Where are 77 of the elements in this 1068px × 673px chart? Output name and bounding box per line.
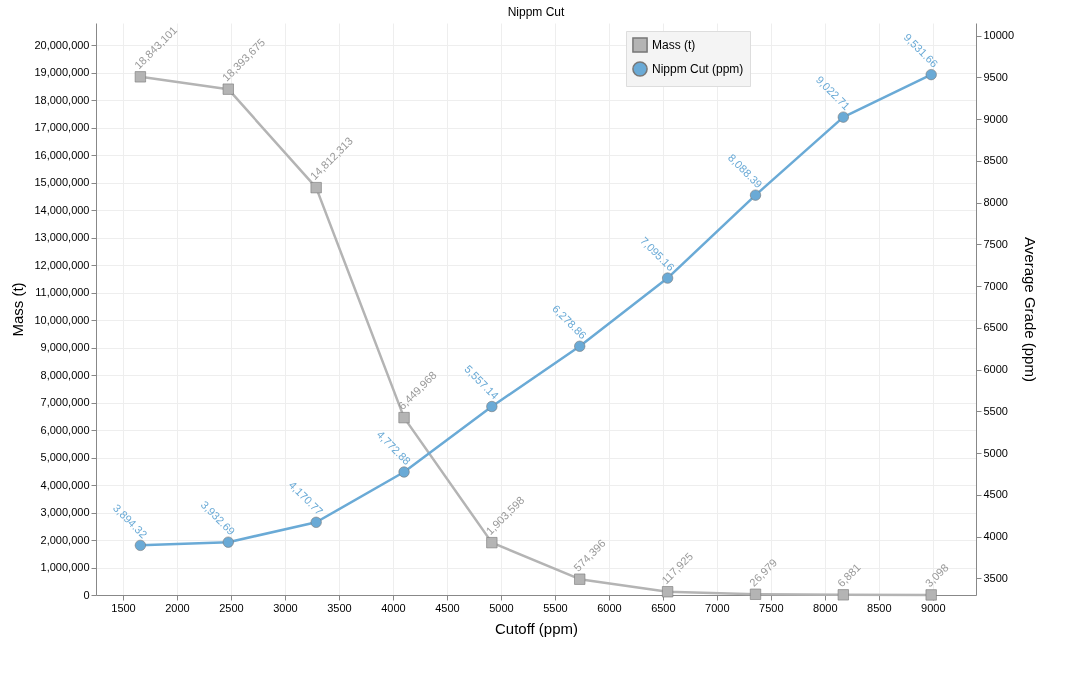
point	[398, 466, 410, 478]
x-tick-label: 5500	[543, 601, 568, 614]
x-axis-title: Cutoff (ppm)	[494, 619, 579, 637]
point	[310, 516, 322, 528]
y-tick-label: 16,000,000	[34, 148, 90, 161]
y2-tick-label: 6500	[983, 321, 1008, 334]
x-tick-label: 6000	[597, 601, 622, 614]
y-tick-label: 1,000,000	[40, 561, 90, 573]
x-tick-label: 2500	[219, 601, 244, 614]
chart-title: Nippm Cut	[507, 5, 566, 19]
y-tick-label: 8,000,000	[40, 368, 90, 381]
y-tick-label: 4,000,000	[40, 478, 90, 491]
point	[134, 71, 146, 83]
y-tick-label: 10,000,000	[34, 313, 90, 326]
x-tick-label: 7000	[705, 601, 730, 614]
x-tick-label: 3500	[327, 601, 352, 614]
point	[486, 537, 498, 549]
y2-tick-label: 7500	[983, 237, 1008, 250]
y-tick-label: 15,000,000	[34, 176, 90, 188]
point	[749, 189, 762, 201]
y-tick-label: 6,000,000	[40, 423, 90, 436]
y2-tick-label: 8000	[983, 196, 1008, 209]
x-tick-label: 7500	[759, 601, 784, 614]
point	[486, 400, 498, 413]
point	[398, 412, 410, 424]
point	[222, 83, 234, 95]
point	[222, 536, 234, 548]
point	[662, 586, 674, 598]
legend-label: Nippm Cut (ppm)	[652, 62, 744, 76]
y-tick-label: 19,000,000	[34, 66, 90, 78]
y-tick-label: 5,000,000	[40, 451, 90, 463]
point	[837, 589, 849, 601]
y-tick-label: 3,000,000	[40, 506, 90, 518]
y-tick-label: 2,000,000	[40, 533, 90, 546]
point	[925, 69, 937, 81]
point	[662, 272, 674, 284]
point	[749, 588, 762, 600]
y-tick-label: 17,000,000	[34, 121, 90, 133]
y2-tick-label: 5000	[983, 446, 1008, 459]
x-tick-label: 4000	[381, 601, 406, 614]
x-tick-label: 9000	[921, 601, 946, 614]
point	[574, 573, 586, 585]
y-tick-label: 20,000,000	[34, 38, 90, 51]
y2-axis-title: Average Grade (ppm)	[1022, 237, 1040, 382]
y-tick-label: 9,000,000	[40, 341, 90, 353]
x-tick-label: 1500	[111, 601, 136, 614]
legend-label: Mass (t)	[652, 38, 696, 52]
point	[574, 340, 586, 352]
y2-tick-label: 3500	[983, 571, 1008, 584]
point	[310, 182, 322, 194]
y-tick-label: 18,000,000	[34, 93, 90, 106]
y2-tick-label: 9500	[983, 70, 1008, 83]
y2-tick-label: 9000	[983, 112, 1008, 125]
x-tick-label: 8500	[867, 601, 892, 614]
x-tick-label: 3000	[273, 601, 298, 614]
x-tick-label: 5000	[489, 601, 514, 614]
y2-tick-label: 10000	[983, 29, 1015, 42]
x-tick-label: 6500	[651, 601, 676, 614]
y2-tick-label: 7000	[983, 279, 1008, 292]
point	[925, 589, 937, 601]
x-tick-label: 4500	[435, 601, 460, 614]
y-tick-label: 0	[83, 588, 90, 601]
y-tick-label: 14,000,000	[34, 203, 90, 216]
y-axis-title: Mass (t)	[9, 282, 27, 337]
y-tick-label: 11,000,000	[35, 286, 90, 298]
y2-tick-label: 6000	[983, 363, 1008, 376]
y2-tick-label: 4000	[983, 530, 1008, 543]
point	[134, 539, 146, 551]
y2-tick-label: 4500	[983, 488, 1008, 501]
y2-tick-label: 8500	[983, 154, 1008, 167]
y-tick-label: 7,000,000	[40, 396, 90, 408]
y2-tick-label: 5500	[983, 404, 1008, 417]
y-tick-label: 13,000,000	[34, 231, 90, 243]
point	[837, 111, 849, 123]
y-tick-label: 12,000,000	[34, 258, 90, 271]
x-tick-label: 8000	[813, 601, 838, 614]
x-tick-label: 2000	[165, 601, 190, 614]
